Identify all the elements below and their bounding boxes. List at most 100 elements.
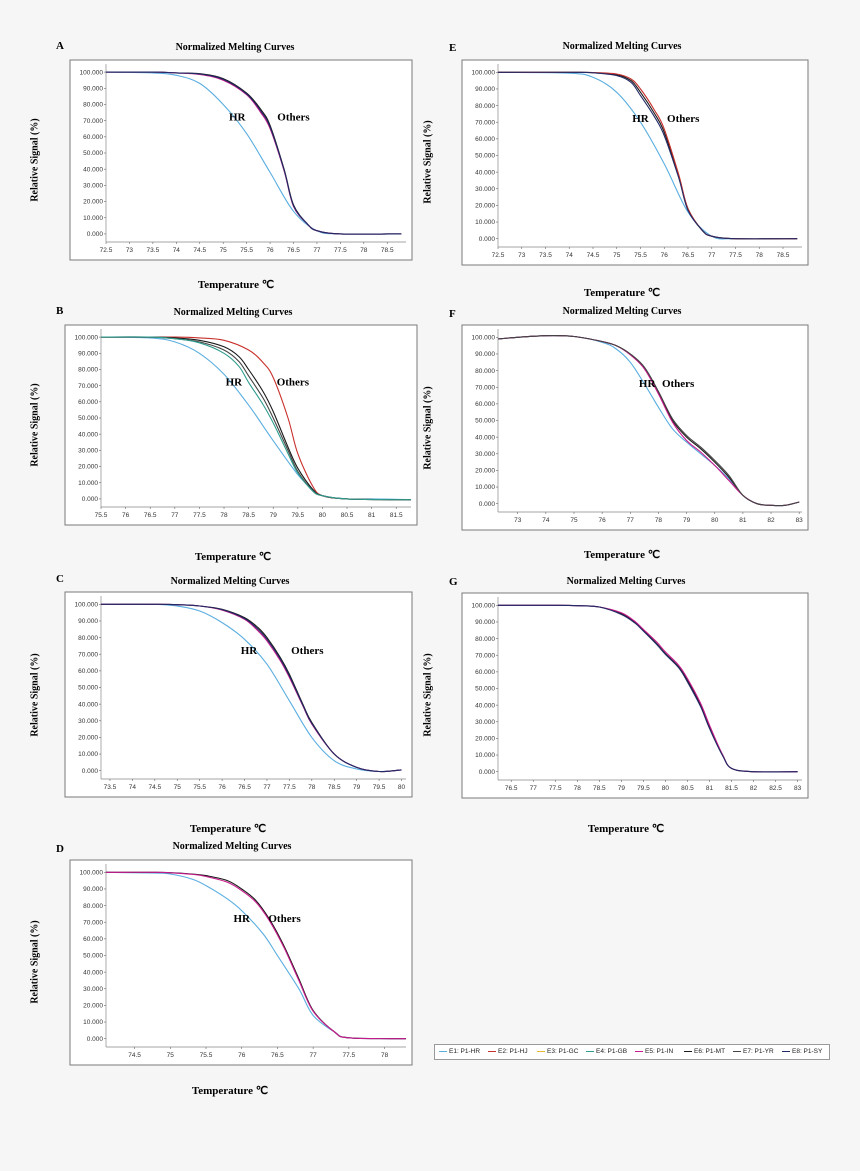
y-tick-label: 40.000 [78, 701, 98, 708]
panel-letter: C [56, 573, 64, 585]
legend-swatch [439, 1050, 447, 1052]
y-tick-label: 40.000 [83, 166, 103, 173]
x-tick-label: 72.5 [492, 252, 505, 259]
y-tick-label: 40.000 [83, 969, 103, 976]
x-tick-label: 80.5 [681, 785, 694, 792]
y-tick-label: 40.000 [475, 434, 495, 441]
y-tick-label: 80.000 [83, 903, 103, 910]
x-tick-label: 78 [574, 785, 582, 792]
y-tick-label: 60.000 [83, 134, 103, 141]
x-tick-label: 76.5 [271, 1052, 284, 1059]
x-tick-label: 73 [126, 247, 134, 254]
y-tick-label: 70.000 [83, 919, 103, 926]
y-tick-label: 90.000 [475, 351, 495, 358]
x-tick-label: 76 [599, 517, 607, 524]
x-axis-label: Temperature ℃ [189, 823, 267, 835]
y-tick-label: 50.000 [78, 685, 98, 692]
legend-swatch [586, 1050, 594, 1052]
panel-letter: G [449, 576, 458, 588]
x-tick-label: 77.5 [549, 785, 562, 792]
curve-annotation: Others [662, 378, 695, 390]
series-line-e1-p1-hr [105, 71, 402, 235]
x-tick-label: 77 [708, 252, 716, 259]
legend-item: E1: P1-HR [439, 1048, 480, 1055]
y-tick-label: 70.000 [78, 651, 98, 658]
x-tick-label: 73.5 [147, 247, 160, 254]
x-tick-label: 78 [381, 1052, 389, 1059]
y-tick-label: 0.000 [87, 231, 104, 238]
x-tick-label: 74.5 [148, 784, 161, 791]
series-line-e8-p1-sy [497, 71, 798, 240]
y-tick-label: 40.000 [475, 169, 495, 176]
x-tick-label: 78 [360, 247, 368, 254]
legend-item: E6: P1-MT [684, 1048, 725, 1055]
y-tick-label: 80.000 [475, 368, 495, 375]
y-tick-label: 60.000 [78, 668, 98, 675]
y-tick-label: 10.000 [78, 751, 98, 758]
y-tick-label: 40.000 [78, 431, 98, 438]
x-tick-label: 77 [171, 512, 179, 519]
x-tick-label: 81.5 [725, 785, 738, 792]
x-tick-label: 78.5 [381, 247, 394, 254]
y-tick-label: 30.000 [83, 183, 103, 190]
y-tick-label: 30.000 [475, 451, 495, 458]
x-tick-label: 78.5 [242, 512, 255, 519]
x-tick-label: 75.5 [634, 252, 647, 259]
y-tick-label: 100.000 [75, 334, 99, 341]
x-tick-label: 79 [270, 512, 278, 519]
x-tick-label: 80 [319, 512, 327, 519]
legend-item: E4: P1-GB [586, 1048, 627, 1055]
x-tick-label: 82 [767, 517, 775, 524]
y-tick-label: 0.000 [82, 768, 99, 775]
chart-title: Normalized Melting Curves [173, 307, 293, 318]
x-tick-label: 80 [398, 784, 406, 791]
curve-annotation: HR [632, 113, 650, 125]
y-tick-label: 0.000 [479, 501, 496, 508]
y-tick-label: 10.000 [475, 219, 495, 226]
y-tick-label: 70.000 [475, 119, 495, 126]
legend-item: E7: P1-YR [733, 1048, 774, 1055]
x-tick-label: 74 [542, 517, 550, 524]
y-tick-label: 100.000 [80, 870, 104, 877]
x-tick-label: 74 [566, 252, 574, 259]
panel-letter: F [449, 308, 456, 320]
legend-label: E6: P1-MT [694, 1048, 726, 1055]
y-tick-label: 80.000 [78, 367, 98, 374]
y-tick-label: 20.000 [83, 199, 103, 206]
legend-swatch [488, 1050, 496, 1052]
y-tick-label: 0.000 [479, 769, 496, 776]
legend-label: E2: P1-HJ [498, 1048, 528, 1055]
x-tick-label: 73.5 [104, 784, 117, 791]
y-tick-label: 30.000 [475, 719, 495, 726]
series-line-e7-p1-yr [497, 335, 800, 507]
x-tick-label: 80 [662, 785, 670, 792]
x-tick-label: 76.5 [144, 512, 157, 519]
x-tick-label: 79 [618, 785, 626, 792]
y-tick-label: 50.000 [83, 150, 103, 157]
y-tick-label: 100.000 [75, 602, 99, 609]
x-axis-label: Temperature ℃ [583, 287, 661, 299]
x-tick-label: 77.5 [193, 512, 206, 519]
legend-label: E8: P1-SY [792, 1048, 823, 1055]
x-tick-label: 72.5 [100, 247, 113, 254]
x-tick-label: 79.5 [373, 784, 386, 791]
y-tick-label: 80.000 [475, 636, 495, 643]
y-tick-label: 50.000 [475, 153, 495, 160]
x-tick-label: 75.5 [240, 247, 253, 254]
y-tick-label: 90.000 [78, 350, 98, 357]
x-tick-label: 81 [706, 785, 714, 792]
x-tick-label: 78 [655, 517, 663, 524]
curve-annotation: HR [229, 112, 247, 124]
panel-letter: D [56, 843, 64, 855]
legend-swatch [537, 1050, 545, 1052]
y-tick-label: 60.000 [83, 936, 103, 943]
x-axis-label: Temperature ℃ [583, 549, 661, 561]
y-tick-label: 0.000 [87, 1036, 104, 1043]
y-tick-label: 90.000 [475, 86, 495, 93]
x-tick-label: 80 [711, 517, 719, 524]
panel-letter: E [449, 42, 457, 54]
y-tick-label: 90.000 [83, 85, 103, 92]
